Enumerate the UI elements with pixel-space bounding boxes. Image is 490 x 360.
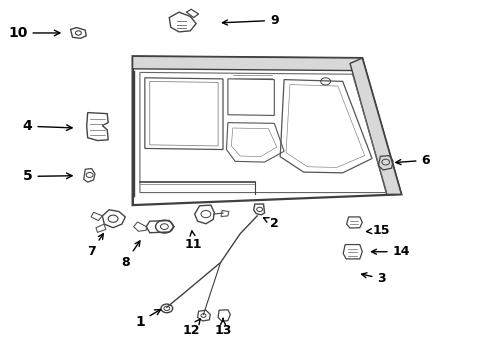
Text: 9: 9: [222, 14, 279, 27]
Text: 12: 12: [182, 319, 200, 337]
Text: 3: 3: [362, 272, 386, 285]
Text: 2: 2: [264, 216, 279, 230]
Text: 4: 4: [23, 119, 72, 133]
Text: 15: 15: [367, 224, 391, 237]
Text: 7: 7: [87, 234, 103, 258]
Text: 6: 6: [396, 154, 430, 167]
Text: 5: 5: [23, 170, 72, 183]
Text: 8: 8: [121, 241, 140, 269]
Text: 11: 11: [185, 231, 202, 251]
Text: 13: 13: [214, 319, 232, 337]
Text: 14: 14: [371, 245, 410, 258]
Text: 1: 1: [135, 310, 161, 329]
Polygon shape: [350, 58, 401, 194]
Text: 10: 10: [8, 26, 60, 40]
Polygon shape: [133, 56, 362, 71]
